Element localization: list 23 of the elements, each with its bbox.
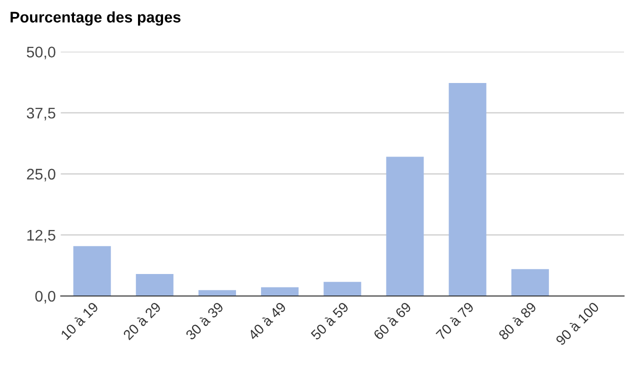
y-tick-label: 50,0 [26,46,56,60]
y-tick-label: 25,0 [26,168,56,182]
x-tick-label: 60 à 69 [372,301,412,340]
x-tick-label: 70 à 79 [435,301,474,340]
x-tick-label: 50 à 59 [310,301,350,340]
y-tick-label: 12,5 [27,230,56,242]
bar [448,83,486,296]
y-tick-label: 37,5 [26,108,56,120]
x-tick-label: 80 à 89 [498,301,537,340]
bar [511,269,549,296]
x-tick-label: 30 à 39 [184,301,224,340]
chart-title: Pourcentage des pages [10,11,180,26]
bar [136,274,174,296]
bar [73,246,111,296]
bar [324,282,362,296]
bar [386,156,424,296]
x-tick-label: 90 à 100 [554,301,600,346]
x-tick-label: 20 à 29 [122,301,162,340]
bar [261,287,299,296]
x-tick-label: 40 à 49 [247,301,287,341]
y-tick-label: 0,0 [35,290,56,304]
x-tick-label: 10 à 19 [60,301,99,340]
bar [198,290,236,296]
